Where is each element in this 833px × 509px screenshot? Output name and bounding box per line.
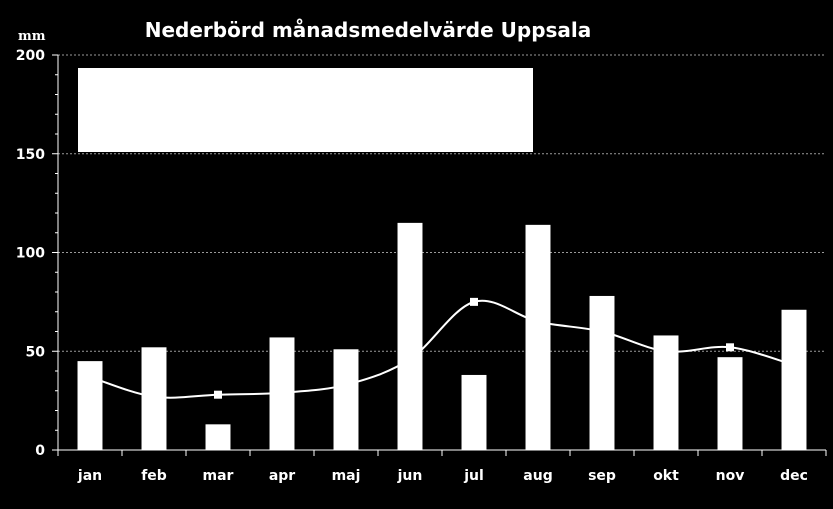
bar-jun (397, 222, 423, 450)
x-tick-label-okt: okt (653, 468, 679, 484)
bar-mar (205, 424, 231, 450)
bar-dec (781, 309, 807, 450)
bar-aug (525, 224, 551, 450)
line-path (89, 299, 795, 399)
y-tick-label-0: 0 (35, 443, 45, 459)
x-tick-label-mar: mar (203, 468, 234, 484)
source-label: källa: SMHI (704, 69, 778, 82)
bar-series (77, 222, 807, 450)
bar-sep (589, 295, 615, 450)
x-tick-label-jan: jan (77, 468, 102, 484)
y-tick-label-100: 100 (16, 246, 45, 262)
bar-jul (461, 374, 487, 450)
grid-lines (58, 54, 826, 352)
x-tick-label-nov: nov (716, 468, 745, 484)
y-tick-label-150: 150 (16, 147, 45, 163)
x-tick-label-maj: maj (332, 468, 361, 484)
tick-labels: 0 50 100 150 200 jan feb mar apr maj jun jul aug sep o… (16, 48, 808, 484)
line-marker-nov (726, 343, 734, 352)
x-tick-label-jul: jul (463, 468, 484, 484)
line-marker-mar (214, 390, 222, 399)
bar-okt (653, 335, 679, 450)
y-axis-unit-label: mm (18, 29, 46, 44)
x-tick-label-sep: sep (588, 468, 616, 484)
y-tick-label-200: 200 (16, 48, 45, 64)
x-tick-label-apr: apr (269, 468, 295, 484)
axes (52, 54, 827, 456)
line-marker-jul (470, 297, 478, 306)
x-tick-label-jun: jun (397, 468, 423, 484)
bar-nov (717, 357, 743, 450)
bar-maj (333, 349, 359, 450)
chart-title: Nederbörd månadsmedelvärde Uppsala (145, 18, 592, 42)
bar-jan (77, 361, 103, 450)
x-tick-label-dec: dec (780, 468, 808, 484)
legend-box (78, 68, 533, 152)
bar-feb (141, 347, 167, 450)
line-series (89, 297, 795, 399)
x-tick-label-aug: aug (523, 468, 552, 484)
x-tick-label-feb: feb (141, 468, 167, 484)
y-tick-label-50: 50 (26, 344, 46, 360)
